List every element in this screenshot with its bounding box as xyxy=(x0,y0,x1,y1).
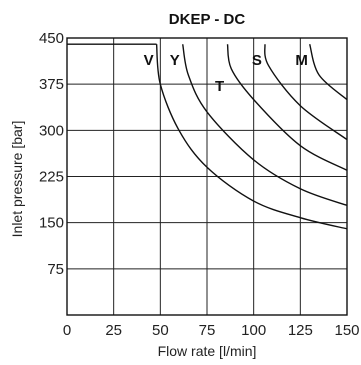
x-tick-label: 75 xyxy=(199,322,216,339)
series-label-t: T xyxy=(215,78,224,95)
curve-s xyxy=(264,44,348,141)
grid xyxy=(67,37,348,315)
curve-t xyxy=(226,44,348,171)
series-label-m: M xyxy=(295,52,308,69)
series-label-v: V xyxy=(144,52,154,69)
series-label-s: S xyxy=(252,52,262,69)
x-tick-label: 100 xyxy=(241,322,266,339)
y-tick-label: 225 xyxy=(39,169,64,186)
y-tick-label: 375 xyxy=(39,76,64,93)
x-tick-label: 125 xyxy=(288,322,313,339)
x-tick-label: 0 xyxy=(63,322,71,339)
curve-m xyxy=(309,44,348,101)
x-axis-label: Flow rate [l/min] xyxy=(158,343,257,359)
curve-y xyxy=(182,44,348,207)
x-tick-label: 50 xyxy=(152,322,169,339)
series-labels: V Y T S M xyxy=(144,52,308,95)
x-tick-label: 150 xyxy=(334,322,359,339)
y-tick-label: 150 xyxy=(39,215,64,232)
x-tick-label: 25 xyxy=(105,322,122,339)
curves xyxy=(67,43,348,230)
y-tick-label: 300 xyxy=(39,122,64,139)
plot-frame xyxy=(66,37,348,316)
y-tick-label: 450 xyxy=(39,30,64,47)
y-tick-label: 75 xyxy=(47,261,64,278)
y-tick-labels: 75 150 225 300 375 450 xyxy=(39,30,64,278)
chart-title: DKEP - DC xyxy=(169,11,246,28)
y-axis-label: Inlet pressure [bar] xyxy=(9,121,25,238)
curve-v xyxy=(155,44,348,230)
series-label-y: Y xyxy=(170,52,180,69)
plot-border xyxy=(66,37,348,316)
x-tick-labels: 0 25 50 75 100 125 150 xyxy=(63,322,360,339)
